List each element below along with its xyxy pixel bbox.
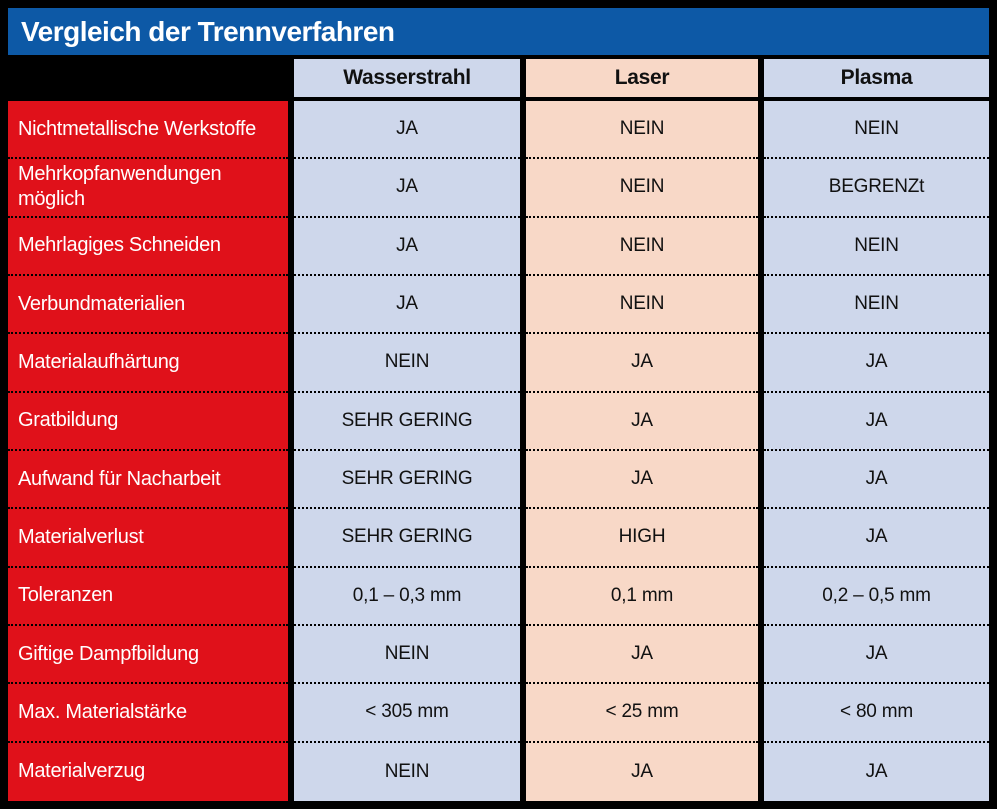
- cell-wasserstrahl: JA: [294, 159, 520, 218]
- table-row: Materialverzug NEIN JA JA: [8, 742, 989, 801]
- cell-wasserstrahl: NEIN: [294, 625, 520, 685]
- cell-wasserstrahl: < 305 mm: [294, 684, 520, 743]
- cell-plasma: JA: [764, 450, 989, 510]
- cell-plasma: JA: [764, 625, 989, 685]
- cell-laser: JA: [526, 625, 758, 685]
- cell-laser: JA: [526, 334, 758, 393]
- cell-wasserstrahl: 0,1 – 0,3 mm: [294, 567, 520, 626]
- cell-laser: NEIN: [526, 101, 758, 160]
- row-label: Gratbildung: [8, 392, 288, 451]
- cell-plasma: 0,2 – 0,5 mm: [764, 567, 989, 626]
- table-row: Mehrlagiges Schneiden JA NEIN NEIN: [8, 217, 989, 276]
- cell-wasserstrahl: JA: [294, 101, 520, 160]
- table-row: Toleranzen 0,1 – 0,3 mm 0,1 mm 0,2 – 0,5 mm: [8, 567, 989, 626]
- cell-plasma: NEIN: [764, 217, 989, 276]
- cell-wasserstrahl: JA: [294, 275, 520, 335]
- row-label: Verbundmaterialien: [8, 275, 288, 335]
- cell-laser: NEIN: [526, 159, 758, 218]
- row-label: Aufwand für Nacharbeit: [8, 450, 288, 510]
- page-title: Vergleich der Trennverfahren: [21, 15, 395, 47]
- cell-plasma: BEGRENZt: [764, 159, 989, 218]
- cell-plasma: JA: [764, 742, 989, 801]
- table-row: Giftige Dampfbildung NEIN JA JA: [8, 625, 989, 685]
- column-header-laser: Laser: [526, 59, 758, 97]
- column-header-plasma: Plasma: [764, 59, 989, 97]
- row-label: Nichtmetallische Werkstoffe: [8, 101, 288, 160]
- row-label: Materialverlust: [8, 509, 288, 568]
- table-body: Nichtmetallische Werkstoffe JA NEIN NEIN Meh…: [8, 101, 989, 801]
- table-row: Aufwand für Nacharbeit SEHR GERING JA JA: [8, 450, 989, 510]
- table-row: Materialaufhärtung NEIN JA JA: [8, 334, 989, 393]
- cell-wasserstrahl: NEIN: [294, 334, 520, 393]
- table-row: Verbundmaterialien JA NEIN NEIN: [8, 275, 989, 335]
- table-row: Gratbildung SEHR GERING JA JA: [8, 392, 989, 451]
- cell-plasma: JA: [764, 334, 989, 393]
- cell-plasma: NEIN: [764, 101, 989, 160]
- header-spacer: [8, 59, 288, 97]
- row-label: Mehrkopfanwendungen möglich: [8, 159, 288, 218]
- row-label: Materialverzug: [8, 742, 288, 801]
- table-row: Materialverlust SEHR GERING HIGH JA: [8, 509, 989, 568]
- cell-laser: < 25 mm: [526, 684, 758, 743]
- cell-laser: JA: [526, 742, 758, 801]
- table-header-row: Wasserstrahl Laser Plasma: [8, 59, 989, 97]
- cell-wasserstrahl: SEHR GERING: [294, 392, 520, 451]
- table-row: Nichtmetallische Werkstoffe JA NEIN NEIN: [8, 101, 989, 160]
- cell-wasserstrahl: JA: [294, 217, 520, 276]
- cell-plasma: NEIN: [764, 275, 989, 335]
- table-row: Max. Materialstärke < 305 mm < 25 mm < 80 m…: [8, 684, 989, 743]
- row-label: Materialaufhärtung: [8, 334, 288, 393]
- title-bar: Vergleich der Trennverfahren: [8, 8, 989, 55]
- cell-laser: HIGH: [526, 509, 758, 568]
- cell-wasserstrahl: SEHR GERING: [294, 450, 520, 510]
- cell-laser: NEIN: [526, 275, 758, 335]
- cell-plasma: < 80 mm: [764, 684, 989, 743]
- row-label: Giftige Dampfbildung: [8, 625, 288, 685]
- cell-laser: 0,1 mm: [526, 567, 758, 626]
- cell-plasma: JA: [764, 392, 989, 451]
- cell-laser: JA: [526, 392, 758, 451]
- cell-plasma: JA: [764, 509, 989, 568]
- row-label: Mehrlagiges Schneiden: [8, 217, 288, 276]
- row-label: Max. Materialstärke: [8, 684, 288, 743]
- cell-wasserstrahl: NEIN: [294, 742, 520, 801]
- column-header-wasserstrahl: Wasserstrahl: [294, 59, 520, 97]
- row-label: Toleranzen: [8, 567, 288, 626]
- table-row: Mehrkopfanwendungen möglich JA NEIN BEGRENZ…: [8, 159, 989, 218]
- cell-laser: JA: [526, 450, 758, 510]
- cell-laser: NEIN: [526, 217, 758, 276]
- cell-wasserstrahl: SEHR GERING: [294, 509, 520, 568]
